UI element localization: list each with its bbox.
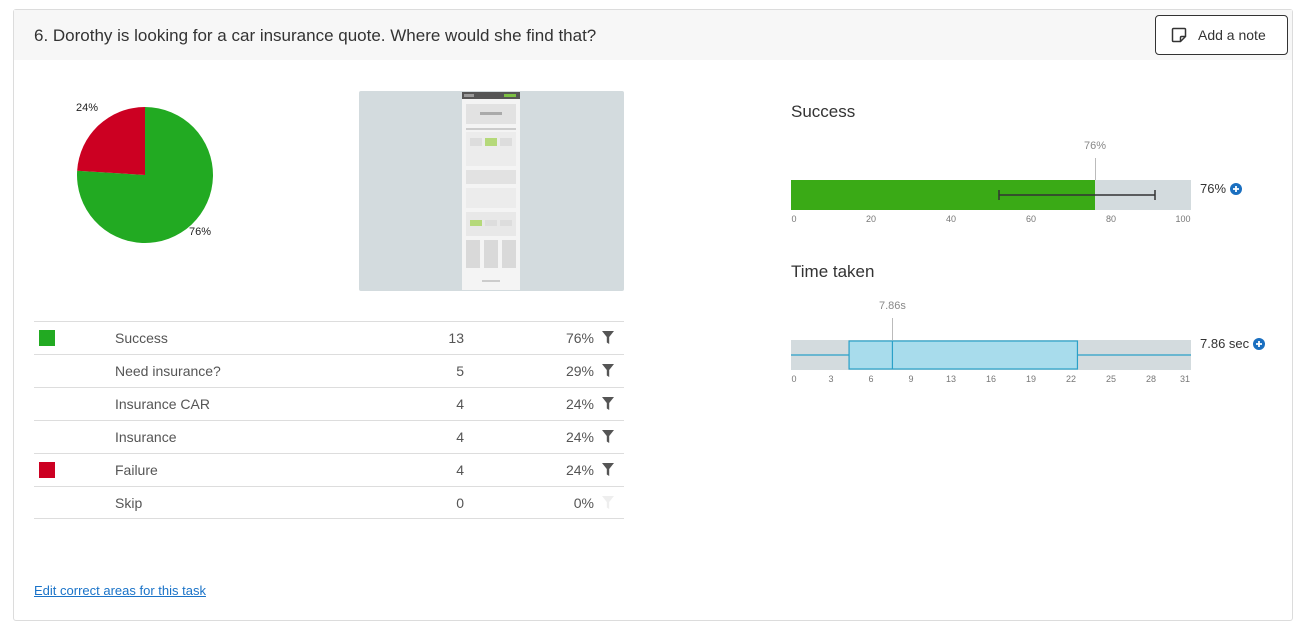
result-count: 5 — [456, 363, 464, 379]
result-row-skip: Skip 0 0% — [34, 486, 624, 519]
result-row-insurance: Insurance 4 24% — [34, 420, 624, 453]
success-tick-label: 80 — [1105, 214, 1117, 224]
time-marker-line — [892, 318, 894, 340]
result-count: 4 — [456, 429, 464, 445]
iqr-box — [848, 340, 1079, 370]
funnel-icon[interactable] — [602, 463, 614, 476]
success-tick-label: 20 — [865, 214, 877, 224]
success-marker-line — [1095, 158, 1096, 180]
success-marker-label: 76% — [1083, 140, 1107, 152]
pie-slice-failure — [77, 107, 145, 175]
time-tick-label: 16 — [985, 374, 997, 384]
plus-circle-icon[interactable] — [1253, 337, 1266, 350]
result-name: Success — [115, 330, 168, 346]
success-summary[interactable]: 76% — [1200, 181, 1243, 196]
thumbnail-page — [462, 92, 520, 290]
time-tick-label: 28 — [1145, 374, 1157, 384]
success-tick-label: 0 — [791, 214, 797, 224]
time-box-plot: 7.86s 0 3 6 9 13 16 19 22 25 28 31 — [791, 298, 1191, 388]
failure-swatch — [39, 462, 55, 478]
pie-label-success: 76% — [189, 226, 212, 238]
result-row-insurance-car: Insurance CAR 4 24% — [34, 387, 624, 420]
result-percent: 76% — [565, 330, 594, 346]
time-summary-value: 7.86 sec — [1200, 336, 1250, 351]
result-count: 4 — [456, 396, 464, 412]
task-screenshot-thumbnail[interactable] — [359, 91, 624, 291]
result-percent: 29% — [565, 363, 594, 379]
result-name: Insurance — [115, 429, 177, 445]
result-row-need-insurance: Need insurance? 5 29% — [34, 354, 624, 387]
success-tick-label: 40 — [945, 214, 957, 224]
time-tick-label: 25 — [1105, 374, 1117, 384]
result-percent: 0% — [573, 495, 594, 511]
time-tick-label: 13 — [945, 374, 957, 384]
result-row-success: Success 13 76% — [34, 321, 624, 354]
funnel-icon[interactable] — [602, 397, 614, 410]
task-header: 6. Dorothy is looking for a car insuranc… — [14, 10, 1292, 60]
results-table: Success 13 76% Need insurance? 5 29% Ins… — [34, 321, 624, 519]
thumbnail-wireframe — [462, 92, 520, 282]
time-tick-label: 3 — [828, 374, 834, 384]
success-pie-chart — [77, 107, 213, 243]
time-tick-label: 22 — [1065, 374, 1077, 384]
result-count: 4 — [456, 462, 464, 478]
success-summary-value: 76% — [1200, 181, 1227, 196]
success-bar-chart: 76% 0 20 40 60 80 100 — [791, 138, 1191, 228]
success-tick-label: 100 — [1175, 214, 1191, 224]
funnel-icon[interactable] — [602, 364, 614, 377]
funnel-icon[interactable] — [602, 331, 614, 344]
result-percent: 24% — [565, 429, 594, 445]
funnel-icon[interactable] — [602, 430, 614, 443]
time-summary[interactable]: 7.86 sec — [1200, 336, 1266, 351]
add-note-button[interactable]: Add a note — [1155, 15, 1288, 55]
time-tick-label: 31 — [1179, 374, 1191, 384]
time-tick-label: 0 — [791, 374, 797, 384]
result-name: Failure — [115, 462, 158, 478]
result-name: Need insurance? — [115, 363, 221, 379]
task-card: 6. Dorothy is looking for a car insuranc… — [13, 9, 1293, 621]
time-tick-label: 6 — [868, 374, 874, 384]
note-icon — [1171, 27, 1187, 43]
task-title: 6. Dorothy is looking for a car insuranc… — [34, 26, 597, 45]
add-note-label: Add a note — [1198, 27, 1266, 43]
time-chart-title: Time taken — [791, 262, 875, 281]
edit-correct-areas-link[interactable]: Edit correct areas for this task — [34, 583, 206, 598]
plus-circle-icon[interactable] — [1230, 182, 1243, 195]
time-marker-label: 7.86s — [878, 300, 906, 312]
time-tick-label: 19 — [1025, 374, 1037, 384]
result-percent: 24% — [565, 462, 594, 478]
pie-label-failure: 24% — [76, 102, 99, 114]
result-percent: 24% — [565, 396, 594, 412]
result-count: 13 — [448, 330, 464, 346]
time-box — [791, 340, 1191, 370]
time-tick-label: 9 — [908, 374, 914, 384]
funnel-icon — [602, 496, 614, 509]
success-swatch — [39, 330, 55, 346]
result-row-failure: Failure 4 24% — [34, 453, 624, 486]
success-chart-title: Success — [791, 102, 856, 121]
success-error-bar — [998, 190, 1156, 200]
result-count: 0 — [456, 495, 464, 511]
result-name: Insurance CAR — [115, 396, 210, 412]
result-name: Skip — [115, 495, 143, 511]
success-tick-label: 60 — [1025, 214, 1037, 224]
